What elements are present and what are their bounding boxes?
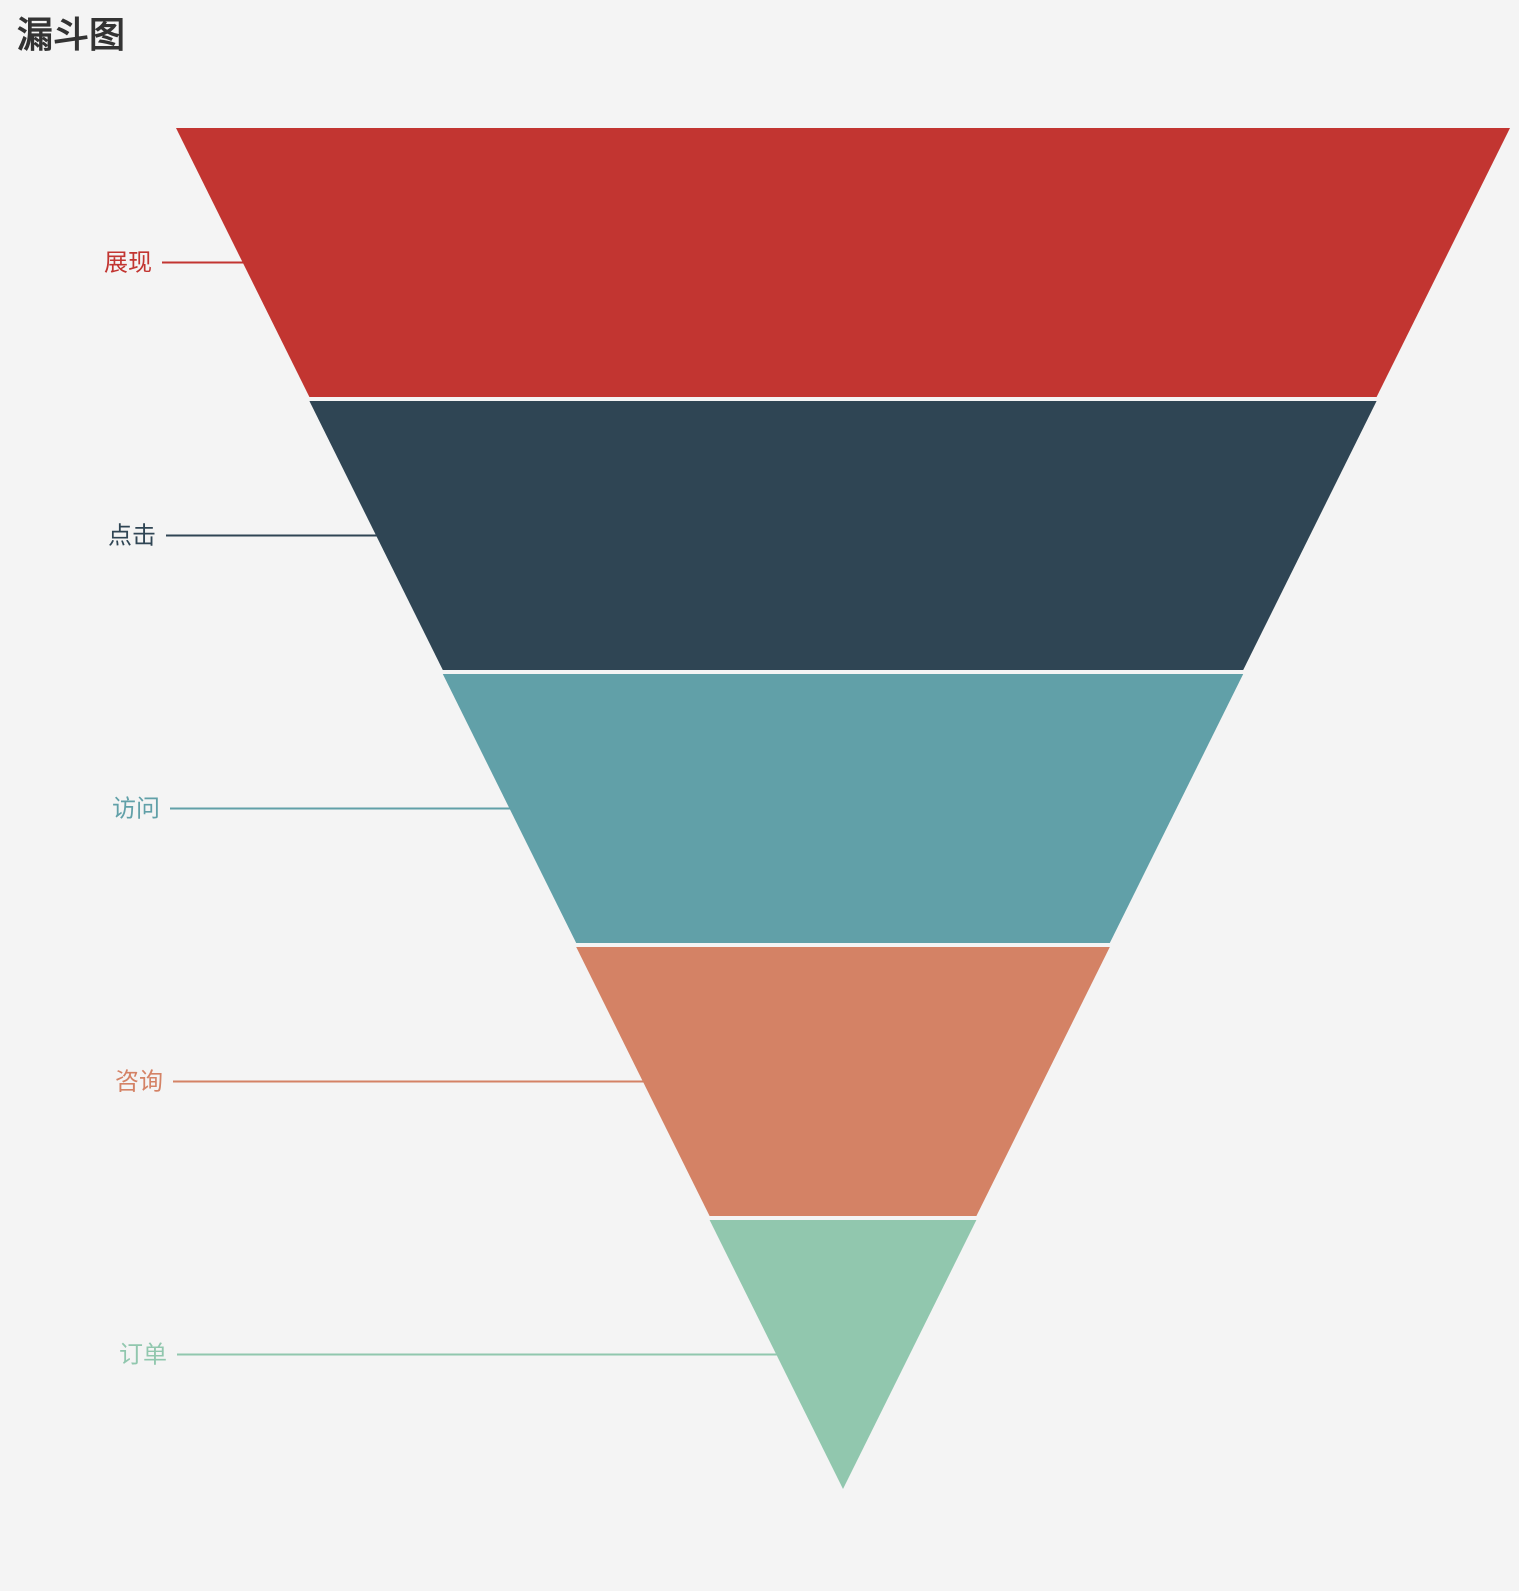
category-label-3: 访问 [112, 795, 160, 823]
category-label-5: 订单 [119, 1341, 167, 1369]
category-label-1: 展现 [104, 249, 152, 277]
funnel-segment-1[interactable] [176, 128, 1510, 397]
funnel-segment-4[interactable] [576, 947, 1110, 1216]
category-label-4: 咨询 [115, 1068, 163, 1096]
funnel-segment-2[interactable] [309, 401, 1377, 670]
funnel-segment-5[interactable] [709, 1220, 977, 1489]
funnel-segments [176, 128, 1510, 1489]
category-label-2: 点击 [108, 522, 156, 550]
chart-title: 漏斗图 [17, 15, 126, 56]
funnel-segment-3[interactable] [442, 674, 1244, 943]
